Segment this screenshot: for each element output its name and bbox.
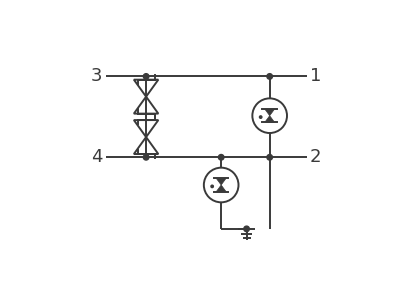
Text: 2: 2 [310,148,322,166]
Polygon shape [265,116,274,122]
Polygon shape [216,185,226,192]
Polygon shape [216,178,226,185]
Text: 3: 3 [91,68,102,85]
Circle shape [267,154,272,160]
Text: 1: 1 [310,68,322,85]
Circle shape [143,74,149,79]
Circle shape [260,116,262,118]
Circle shape [267,74,272,79]
Circle shape [244,226,249,232]
Polygon shape [265,109,274,116]
Circle shape [211,185,213,188]
Circle shape [143,154,149,160]
Text: 4: 4 [91,148,102,166]
Circle shape [218,154,224,160]
